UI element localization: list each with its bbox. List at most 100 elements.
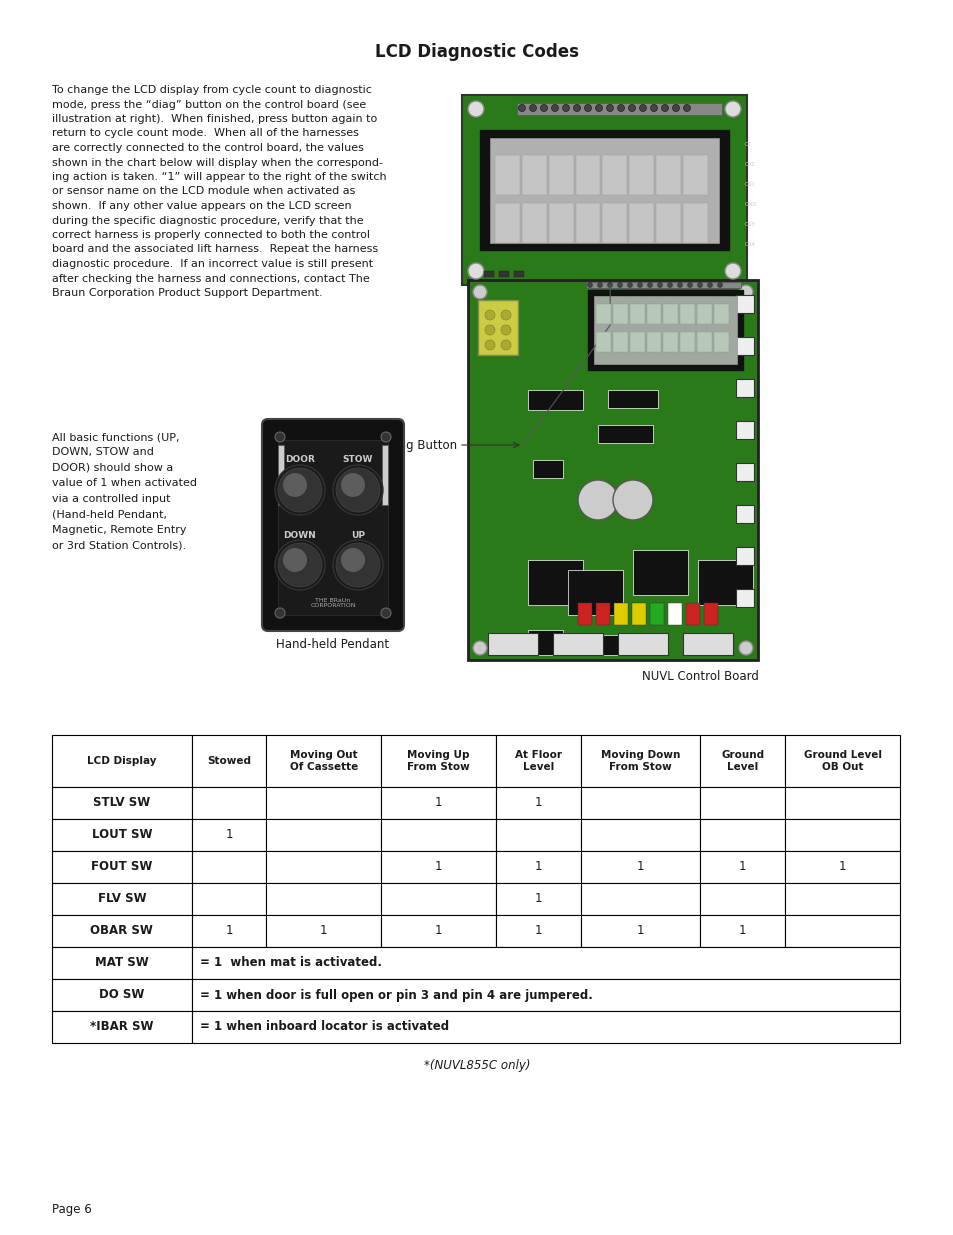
FancyBboxPatch shape [52, 947, 192, 979]
FancyBboxPatch shape [52, 979, 192, 1011]
Circle shape [484, 325, 495, 335]
FancyBboxPatch shape [266, 735, 381, 787]
FancyBboxPatch shape [667, 603, 681, 625]
Circle shape [277, 468, 322, 513]
Circle shape [672, 105, 679, 111]
Circle shape [682, 105, 690, 111]
Circle shape [613, 480, 652, 520]
Text: CS4: CS4 [744, 242, 755, 247]
FancyBboxPatch shape [679, 304, 695, 324]
Text: (Hand-held Pendant,: (Hand-held Pendant, [52, 510, 167, 520]
Circle shape [667, 283, 672, 288]
FancyBboxPatch shape [580, 851, 700, 883]
FancyBboxPatch shape [662, 304, 678, 324]
FancyBboxPatch shape [553, 634, 602, 655]
Text: CS1: CS1 [744, 183, 755, 188]
FancyBboxPatch shape [580, 819, 700, 851]
FancyBboxPatch shape [735, 463, 753, 480]
Text: or 3rd Station Controls).: or 3rd Station Controls). [52, 541, 186, 551]
Text: 1: 1 [637, 925, 643, 937]
FancyBboxPatch shape [629, 156, 654, 195]
FancyBboxPatch shape [714, 304, 728, 324]
Text: CS2: CS2 [744, 163, 755, 168]
FancyBboxPatch shape [633, 550, 687, 595]
Circle shape [277, 543, 322, 587]
FancyBboxPatch shape [52, 1011, 192, 1044]
FancyBboxPatch shape [496, 787, 580, 819]
Circle shape [340, 548, 365, 572]
Circle shape [639, 105, 646, 111]
FancyBboxPatch shape [735, 337, 753, 354]
FancyBboxPatch shape [567, 571, 622, 615]
Text: *IBAR SW: *IBAR SW [90, 1020, 153, 1034]
Text: illustration at right).  When finished, press button again to: illustration at right). When finished, p… [52, 114, 376, 124]
FancyBboxPatch shape [533, 459, 562, 478]
Text: MAT SW: MAT SW [95, 956, 149, 969]
FancyBboxPatch shape [662, 332, 678, 352]
Text: 1: 1 [739, 925, 746, 937]
Text: shown.  If any other value appears on the LCD screen: shown. If any other value appears on the… [52, 201, 352, 211]
FancyBboxPatch shape [682, 203, 707, 243]
Text: Magnetic, Remote Entry: Magnetic, Remote Entry [52, 525, 186, 535]
Text: Moving Down
From Stow: Moving Down From Stow [600, 750, 679, 772]
FancyBboxPatch shape [596, 603, 609, 625]
FancyBboxPatch shape [192, 915, 266, 947]
Circle shape [468, 263, 483, 279]
Text: = 1  when mat is activated.: = 1 when mat is activated. [199, 956, 381, 969]
Text: = 1 when door is full open or pin 3 and pin 4 are jumpered.: = 1 when door is full open or pin 3 and … [199, 988, 592, 1002]
Text: DOWN, STOW and: DOWN, STOW and [52, 447, 153, 457]
FancyBboxPatch shape [262, 419, 403, 631]
Circle shape [606, 105, 613, 111]
FancyBboxPatch shape [582, 635, 618, 655]
FancyBboxPatch shape [587, 290, 742, 370]
FancyBboxPatch shape [580, 915, 700, 947]
FancyBboxPatch shape [607, 390, 658, 408]
FancyBboxPatch shape [496, 851, 580, 883]
FancyBboxPatch shape [784, 851, 899, 883]
Text: All basic functions (UP,: All basic functions (UP, [52, 432, 179, 442]
FancyBboxPatch shape [521, 156, 546, 195]
FancyBboxPatch shape [381, 787, 496, 819]
FancyBboxPatch shape [575, 156, 599, 195]
Text: At Floor
Level: At Floor Level [515, 750, 561, 772]
FancyBboxPatch shape [483, 270, 494, 277]
FancyBboxPatch shape [192, 735, 266, 787]
FancyBboxPatch shape [700, 787, 784, 819]
FancyBboxPatch shape [496, 735, 580, 787]
FancyBboxPatch shape [548, 156, 573, 195]
Text: Ground Level
OB Out: Ground Level OB Out [802, 750, 881, 772]
Text: via a controlled input: via a controlled input [52, 494, 171, 504]
FancyBboxPatch shape [381, 915, 496, 947]
FancyBboxPatch shape [629, 304, 644, 324]
FancyBboxPatch shape [735, 505, 753, 522]
FancyBboxPatch shape [266, 819, 381, 851]
Text: value of 1 when activated: value of 1 when activated [52, 478, 196, 489]
Text: 1: 1 [435, 925, 442, 937]
FancyBboxPatch shape [52, 819, 192, 851]
Circle shape [587, 283, 592, 288]
FancyBboxPatch shape [614, 603, 627, 625]
FancyBboxPatch shape [656, 156, 680, 195]
FancyBboxPatch shape [277, 445, 284, 505]
Text: STOW: STOW [342, 456, 373, 464]
Circle shape [637, 283, 641, 288]
Circle shape [468, 101, 483, 117]
FancyBboxPatch shape [495, 156, 519, 195]
Text: CS3: CS3 [744, 222, 755, 227]
FancyBboxPatch shape [192, 883, 266, 915]
FancyBboxPatch shape [192, 979, 899, 1011]
Text: LCD Display: LCD Display [87, 756, 156, 766]
FancyBboxPatch shape [585, 282, 740, 288]
Text: 1: 1 [435, 797, 442, 809]
Text: return to cycle count mode.  When all of the harnesses: return to cycle count mode. When all of … [52, 128, 358, 138]
Circle shape [340, 473, 365, 496]
Circle shape [333, 540, 382, 590]
Circle shape [274, 466, 325, 515]
FancyBboxPatch shape [594, 296, 737, 364]
FancyBboxPatch shape [700, 915, 784, 947]
Circle shape [724, 263, 740, 279]
Circle shape [717, 283, 721, 288]
Text: LOUT SW: LOUT SW [91, 829, 152, 841]
Circle shape [562, 105, 569, 111]
FancyBboxPatch shape [477, 300, 517, 354]
